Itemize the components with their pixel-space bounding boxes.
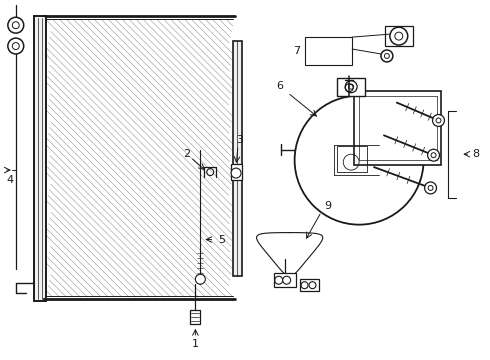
Circle shape [8, 17, 24, 33]
Bar [299, 279, 319, 291]
Circle shape [381, 50, 393, 62]
Bar [44, 18, 236, 299]
Text: 8: 8 [473, 149, 480, 159]
Bar [34, 16, 46, 301]
Text: 9: 9 [324, 201, 331, 211]
Circle shape [345, 81, 357, 93]
Circle shape [231, 168, 241, 178]
Bar [231, 164, 242, 180]
Text: 7: 7 [293, 46, 300, 56]
Bar [305, 37, 352, 65]
Text: 2: 2 [183, 149, 190, 159]
Circle shape [428, 149, 440, 161]
Text: 4: 4 [6, 175, 13, 185]
Circle shape [294, 96, 424, 225]
Bar [337, 146, 367, 172]
Text: 6: 6 [276, 81, 283, 91]
Text: 5: 5 [219, 234, 226, 244]
Text: 3: 3 [237, 135, 244, 145]
Circle shape [433, 114, 444, 126]
Circle shape [425, 182, 437, 194]
Circle shape [390, 27, 408, 45]
Circle shape [8, 38, 24, 54]
Bar [233, 41, 242, 276]
Bar [385, 26, 413, 46]
Bar [191, 310, 200, 324]
Bar [337, 78, 365, 96]
Text: 1: 1 [192, 339, 199, 349]
Circle shape [283, 276, 291, 284]
Bar [354, 91, 441, 165]
Circle shape [196, 274, 205, 284]
Bar [274, 273, 295, 287]
Circle shape [275, 276, 283, 284]
